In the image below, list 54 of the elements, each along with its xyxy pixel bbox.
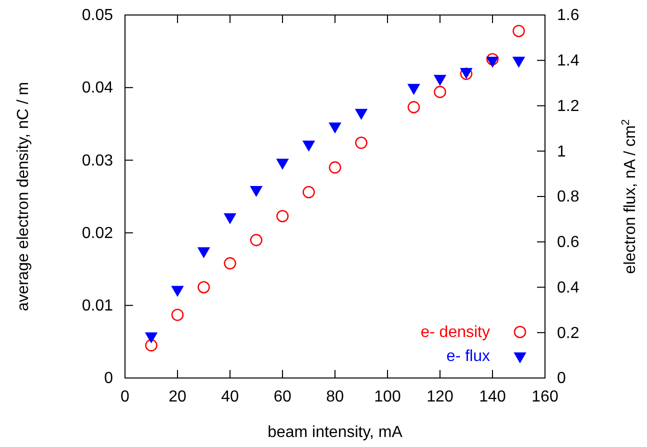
y-tick-label: 0.03 bbox=[82, 152, 114, 170]
x-tick-label: 100 bbox=[374, 388, 401, 406]
x-tick-label: 20 bbox=[168, 388, 186, 406]
y2-tick-label: 1.6 bbox=[557, 7, 580, 24]
y-tick-label: 0.02 bbox=[82, 224, 114, 242]
x-tick-label: 120 bbox=[426, 388, 454, 406]
point bbox=[250, 186, 263, 198]
x-axis-title: beam intensity, mA bbox=[268, 424, 403, 441]
y-axis-title: average electron density, nC / m bbox=[15, 82, 32, 312]
point bbox=[512, 24, 525, 38]
point bbox=[276, 158, 289, 170]
x-tick-label: 160 bbox=[532, 388, 558, 406]
point bbox=[171, 286, 184, 297]
point bbox=[224, 257, 236, 270]
y2-tick-label: 1.4 bbox=[557, 52, 580, 70]
x-tick-label: 0 bbox=[120, 388, 130, 406]
y-tick-label: 0.01 bbox=[82, 298, 114, 315]
point bbox=[250, 234, 262, 246]
point bbox=[434, 74, 446, 86]
point bbox=[512, 56, 526, 68]
point bbox=[145, 339, 158, 352]
point bbox=[224, 213, 236, 224]
x-tick-label: 40 bbox=[221, 388, 239, 406]
y-tick-label: 0.04 bbox=[82, 80, 114, 97]
point bbox=[197, 247, 210, 258]
point bbox=[486, 53, 499, 66]
point bbox=[198, 281, 210, 294]
point bbox=[354, 108, 368, 120]
point bbox=[486, 56, 499, 68]
point bbox=[407, 84, 420, 95]
x-tick-label: 60 bbox=[274, 388, 292, 406]
y2-tick-label: 0 bbox=[557, 370, 566, 388]
y2-tick-label: 0.8 bbox=[557, 188, 580, 206]
point bbox=[302, 140, 316, 152]
y-tick-label: 0 bbox=[104, 370, 114, 388]
point bbox=[144, 332, 158, 344]
point bbox=[408, 101, 420, 114]
point bbox=[302, 186, 315, 198]
y2-tick-label: 1.2 bbox=[557, 98, 580, 115]
y-tick-label: 0.05 bbox=[82, 7, 114, 24]
point bbox=[171, 308, 184, 321]
x-tick-label: 80 bbox=[326, 388, 344, 406]
point bbox=[276, 210, 289, 222]
point bbox=[355, 136, 368, 149]
y2-tick-label: 0.4 bbox=[557, 279, 580, 296]
y2-tick-label: 0.6 bbox=[557, 234, 580, 251]
point bbox=[328, 122, 342, 134]
y2-tick-label: 1 bbox=[557, 143, 566, 160]
x-tick-label: 140 bbox=[479, 388, 506, 406]
point bbox=[434, 86, 446, 98]
legend-label: e- flux bbox=[446, 348, 490, 365]
legend-label: e- density bbox=[420, 324, 490, 341]
point bbox=[328, 161, 342, 174]
y2-tick-label: 0.2 bbox=[557, 324, 580, 342]
